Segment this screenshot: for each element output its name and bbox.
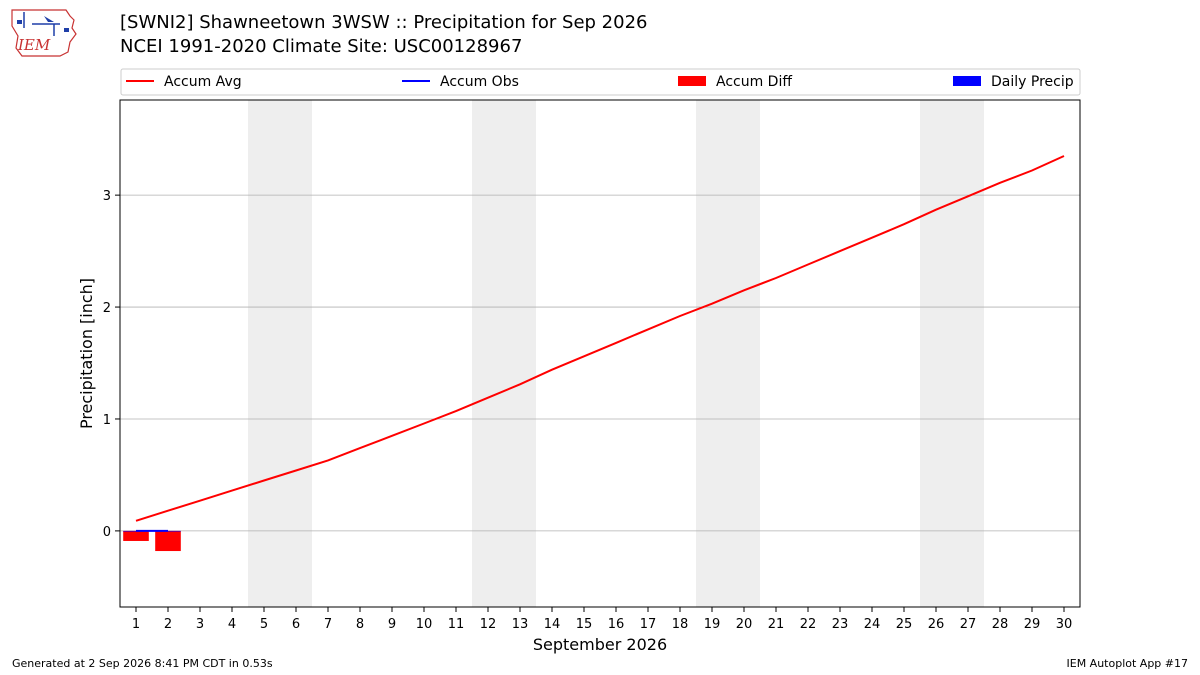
weekend-shade	[952, 100, 984, 607]
app-credit: IEM Autoplot App #17	[1066, 657, 1189, 670]
x-tick-label: 14	[544, 617, 561, 632]
x-tick-label: 21	[768, 617, 785, 632]
x-tick-label: 24	[864, 617, 881, 632]
accum-avg-line	[135, 155, 1065, 522]
weekend-shade	[920, 100, 952, 607]
x-tick-label: 16	[608, 617, 625, 632]
x-tick-label: 28	[992, 617, 1009, 632]
y-tick-label: 3	[103, 189, 111, 204]
x-tick-label: 23	[832, 617, 849, 632]
accum-diff-legend-swatch	[678, 76, 706, 86]
x-tick-label: 25	[896, 617, 913, 632]
x-tick-label: 27	[960, 617, 977, 632]
accum-diff-bar	[123, 530, 149, 541]
x-tick-label: 30	[1056, 617, 1073, 632]
weekend-shade	[280, 100, 312, 607]
x-tick-label: 13	[512, 617, 529, 632]
chart-subtitle: NCEI 1991-2020 Climate Site: USC00128967	[120, 36, 523, 57]
x-tick-label: 10	[416, 617, 433, 632]
x-axis-label: September 2026	[533, 635, 667, 654]
accum-diff-bar	[155, 530, 181, 552]
weekend-shade	[696, 100, 728, 607]
x-tick-label: 11	[448, 617, 465, 632]
x-tick-label: 20	[736, 617, 753, 632]
weekend-shade	[248, 100, 280, 607]
y-tick-label: 2	[103, 301, 111, 316]
y-axis-label: Precipitation [inch]	[77, 278, 96, 429]
accum-avg-legend-label: Accum Avg	[164, 74, 242, 90]
y-tick-label: 0	[103, 525, 111, 540]
accum-diff-legend-label: Accum Diff	[716, 74, 792, 90]
logo-text: IEM	[17, 36, 51, 54]
x-tick-label: 1	[132, 617, 140, 632]
generated-timestamp: Generated at 2 Sep 2026 8:41 PM CDT in 0…	[12, 657, 273, 670]
legend-box	[120, 68, 1081, 96]
x-tick-label: 5	[260, 617, 268, 632]
accum-obs-legend-label: Accum Obs	[440, 74, 519, 90]
x-tick-label: 26	[928, 617, 945, 632]
x-tick-label: 22	[800, 617, 817, 632]
x-tick-label: 2	[164, 617, 172, 632]
weekend-shade	[504, 100, 536, 607]
chart-title: [SWNI2] Shawneetown 3WSW :: Precipitatio…	[120, 12, 648, 33]
legend: Accum Avg Accum Obs Accum Diff Daily Precip	[120, 68, 1081, 96]
x-tick-label: 9	[388, 617, 396, 632]
x-tick-label: 3	[196, 617, 204, 632]
x-tick-label: 19	[704, 617, 721, 632]
plot-frame	[119, 99, 1081, 608]
x-tick-label: 17	[640, 617, 657, 632]
x-tick-label: 29	[1024, 617, 1041, 632]
x-tick-label: 18	[672, 617, 689, 632]
x-tick-label: 6	[292, 617, 300, 632]
x-tick-label: 4	[228, 617, 236, 632]
weekend-shade	[728, 100, 760, 607]
x-tick-label: 7	[324, 617, 332, 632]
weekend-shade	[472, 100, 504, 607]
x-tick-label: 15	[576, 617, 593, 632]
y-tick-label: 1	[103, 413, 111, 428]
daily-precip-legend-label: Daily Precip	[991, 74, 1074, 90]
x-tick-label: 12	[480, 617, 497, 632]
daily-precip-legend-swatch	[953, 76, 981, 86]
iem-logo: IEM	[11, 9, 77, 57]
x-tick-label: 8	[356, 617, 364, 632]
